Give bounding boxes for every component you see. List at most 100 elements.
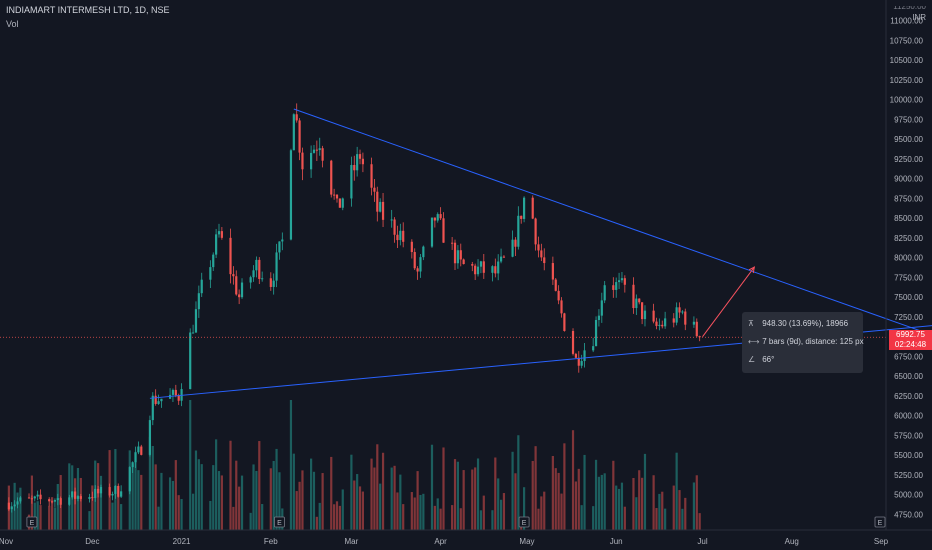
candle-body — [540, 250, 543, 258]
candle-body — [209, 267, 212, 280]
price-tick-label: 7750.00 — [894, 273, 923, 282]
candle-body — [330, 160, 333, 195]
volume-bar — [399, 474, 402, 530]
candle-body — [681, 311, 684, 313]
volume-legend-label[interactable]: Vol — [6, 19, 19, 29]
symbol-title[interactable]: INDIAMART INTERMESH LTD, 1D, NSE — [6, 5, 170, 15]
candle-body — [456, 250, 459, 264]
candle-body — [33, 496, 36, 499]
price-tick-label: 9500.00 — [894, 135, 923, 144]
candle-body — [309, 152, 313, 170]
candle-body — [551, 263, 554, 280]
candle-body — [249, 277, 252, 283]
candle-body — [194, 309, 198, 333]
earnings-marker: E — [26, 516, 38, 528]
volume-bar — [554, 468, 557, 530]
candle-body — [416, 268, 419, 272]
volume-bar — [249, 512, 252, 530]
price-tick-label: 10250.00 — [890, 76, 924, 85]
price-tick-label: 8250.00 — [894, 234, 923, 243]
candle-body — [497, 261, 500, 274]
currency-block: 11250.00 INR — [893, 6, 926, 22]
volume-bar — [235, 460, 238, 530]
candle-body — [59, 498, 62, 505]
volume-bar — [88, 511, 91, 530]
candle-body — [635, 298, 638, 309]
volume-bar — [272, 460, 275, 530]
candle-body — [574, 353, 578, 358]
volume-bar — [563, 443, 566, 530]
volume-bar — [269, 468, 272, 530]
volume-bar — [278, 472, 281, 530]
time-tick-label: Apr — [434, 537, 447, 546]
candle-body — [48, 499, 51, 502]
candle-body — [281, 239, 284, 242]
candle-body — [543, 257, 546, 264]
candle-body — [79, 496, 82, 499]
candle-body — [491, 266, 494, 273]
candle-body — [643, 310, 647, 320]
candle-body — [114, 485, 117, 494]
candle-body — [88, 497, 91, 499]
volume-bar — [191, 493, 195, 530]
bar-range-icon: ⟷ — [748, 337, 760, 346]
volume-bar — [497, 478, 500, 530]
candle-body — [232, 274, 235, 277]
volume-bar — [160, 472, 163, 530]
volume-bar — [335, 501, 339, 530]
candle-body — [554, 279, 557, 291]
volume-bar — [321, 473, 324, 530]
volume-bar — [376, 444, 379, 530]
volume-bar — [474, 467, 477, 530]
candle-body — [341, 198, 344, 208]
candle-body — [422, 246, 425, 258]
volume-bar — [341, 489, 344, 530]
volume-bar — [543, 491, 546, 530]
candle-body — [571, 330, 575, 354]
volume-bar — [134, 451, 137, 530]
volume-bar — [612, 460, 615, 530]
candle-body — [295, 114, 298, 121]
volume-bar — [295, 491, 298, 530]
candle-body — [16, 501, 19, 505]
volume-bar — [655, 508, 658, 530]
candle-body — [402, 230, 405, 242]
currency-label[interactable]: INR — [912, 13, 926, 22]
volume-bar — [577, 468, 580, 530]
candle-body — [220, 231, 223, 238]
volume-bar — [511, 451, 514, 530]
volume-bar — [471, 469, 474, 530]
volume-bar — [617, 488, 621, 530]
candle-body — [53, 500, 57, 502]
candle-body — [140, 446, 143, 455]
candle-body — [594, 319, 598, 347]
candle-body — [189, 332, 192, 390]
candle-body — [191, 332, 195, 334]
candle-body — [333, 194, 336, 196]
candle-body — [695, 321, 698, 337]
candle-body — [410, 241, 413, 253]
candle-body — [520, 215, 523, 219]
volume-bar — [36, 501, 39, 530]
candle-body — [160, 398, 163, 402]
volume-bar — [275, 448, 278, 530]
price-axis: 4750.00 5000.00 5250.00 5500.00 5750.00 6000.… — [885, 0, 924, 530]
volume-bar — [583, 454, 586, 530]
measure-arrow-head — [748, 266, 756, 274]
candle-body — [439, 214, 442, 219]
volume-bar — [494, 457, 497, 530]
volume-bar — [451, 505, 454, 530]
candle-body — [502, 256, 506, 258]
volume-bar — [338, 505, 341, 530]
candle-body — [338, 198, 341, 208]
candle-body — [655, 321, 658, 326]
candle-body — [128, 467, 131, 492]
volume-bar — [50, 497, 54, 530]
time-tick-label: Jul — [697, 537, 707, 546]
volume-bar — [396, 492, 399, 530]
candle-body — [10, 506, 13, 510]
volume-bar — [514, 473, 517, 530]
volume-bar — [560, 493, 563, 530]
volume-bar — [330, 456, 333, 530]
